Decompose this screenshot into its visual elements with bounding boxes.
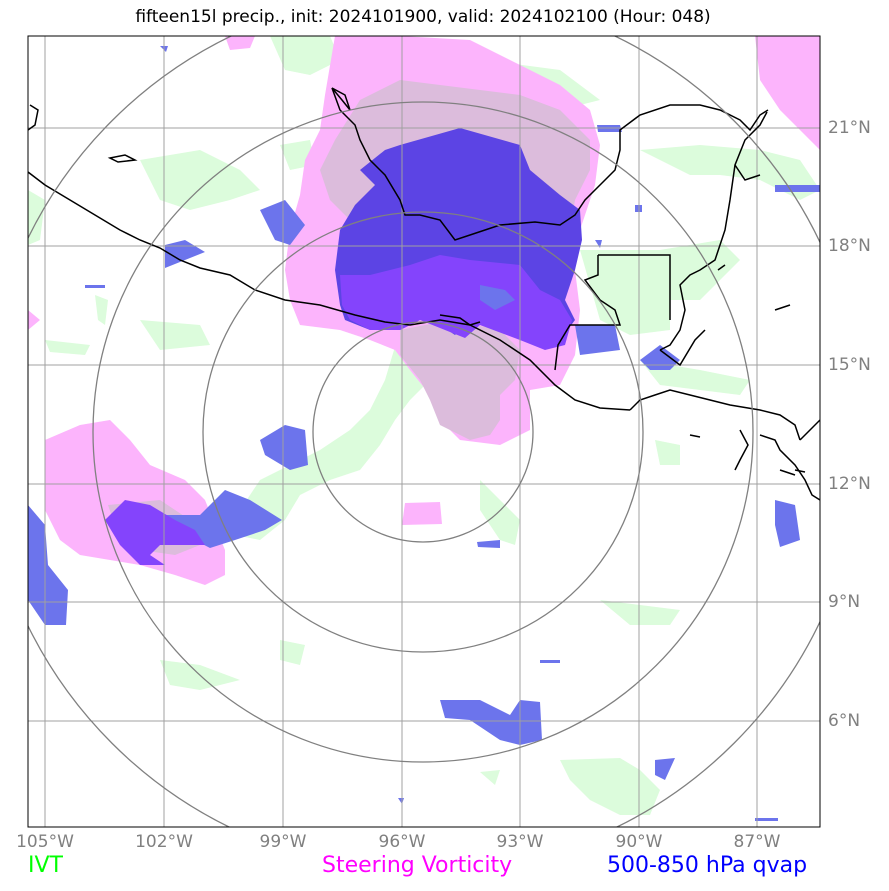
lat-label-15n: 15°N: [828, 355, 871, 375]
plot-title: fifteen15l precip., init: 2024101900, va…: [135, 7, 711, 27]
lon-label-90w: 90°W: [615, 832, 663, 852]
lon-label-96w: 96°W: [378, 832, 426, 852]
legend-qvap: 500-850 hPa qvap: [607, 853, 808, 878]
lon-label-99w: 99°W: [259, 832, 307, 852]
lat-label-12n: 12°N: [828, 474, 871, 494]
legend-ivt: IVT: [28, 853, 63, 878]
coastlines: [28, 87, 820, 501]
lon-label-93w: 93°W: [496, 832, 544, 852]
plot-frame: [27, 35, 821, 828]
lat-label-9n: 9°N: [828, 592, 861, 612]
lat-label-6n: 6°N: [828, 711, 861, 731]
legend-steering-vorticity: Steering Vorticity: [322, 853, 513, 878]
graticule: [28, 36, 820, 827]
lat-label-18n: 18°N: [828, 236, 871, 256]
lat-label-21n: 21°N: [828, 118, 871, 138]
lon-label-102w: 102°W: [135, 832, 193, 852]
range-rings: [28, 36, 820, 827]
lon-label-105w: 105°W: [16, 832, 74, 852]
lon-label-87w: 87°W: [733, 832, 781, 852]
